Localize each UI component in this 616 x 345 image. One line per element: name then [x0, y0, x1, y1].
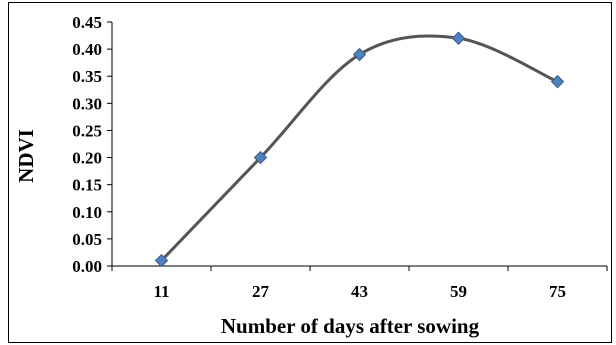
data-point-marker [154, 253, 169, 268]
x-axis-title: Number of days after sowing [221, 314, 480, 338]
x-tick-label: 27 [252, 282, 270, 301]
x-tick-label: 11 [153, 282, 169, 301]
y-axis-title: NDVI [14, 129, 38, 183]
data-point-marker [550, 74, 565, 89]
y-tick-label: 0.25 [72, 121, 102, 140]
y-tick-label: 0.30 [72, 94, 102, 113]
series-group [154, 31, 565, 268]
data-point-marker [451, 31, 466, 45]
y-tick-label: 0.00 [72, 257, 102, 276]
y-tick-label: 0.45 [72, 13, 102, 32]
x-tick-label: 75 [549, 282, 566, 301]
y-tick-label: 0.15 [72, 176, 102, 195]
y-tick-label: 0.20 [72, 149, 102, 168]
y-tick-label: 0.10 [72, 203, 102, 222]
x-axis-ticks: 11 27 43 59 75 [111, 266, 608, 301]
data-point-marker [352, 47, 367, 62]
y-tick-label: 0.05 [72, 230, 102, 249]
x-tick-label: 43 [351, 282, 368, 301]
y-axis-ticks: 0.00 0.05 0.10 0.15 0.20 0.25 0.30 0.35 0.40 0.45 [72, 13, 112, 276]
y-tick-label: 0.40 [72, 40, 102, 59]
data-point-marker [253, 150, 268, 165]
series-line [160, 34, 559, 262]
x-tick-label: 59 [450, 282, 467, 301]
y-tick-label: 0.35 [72, 67, 102, 86]
